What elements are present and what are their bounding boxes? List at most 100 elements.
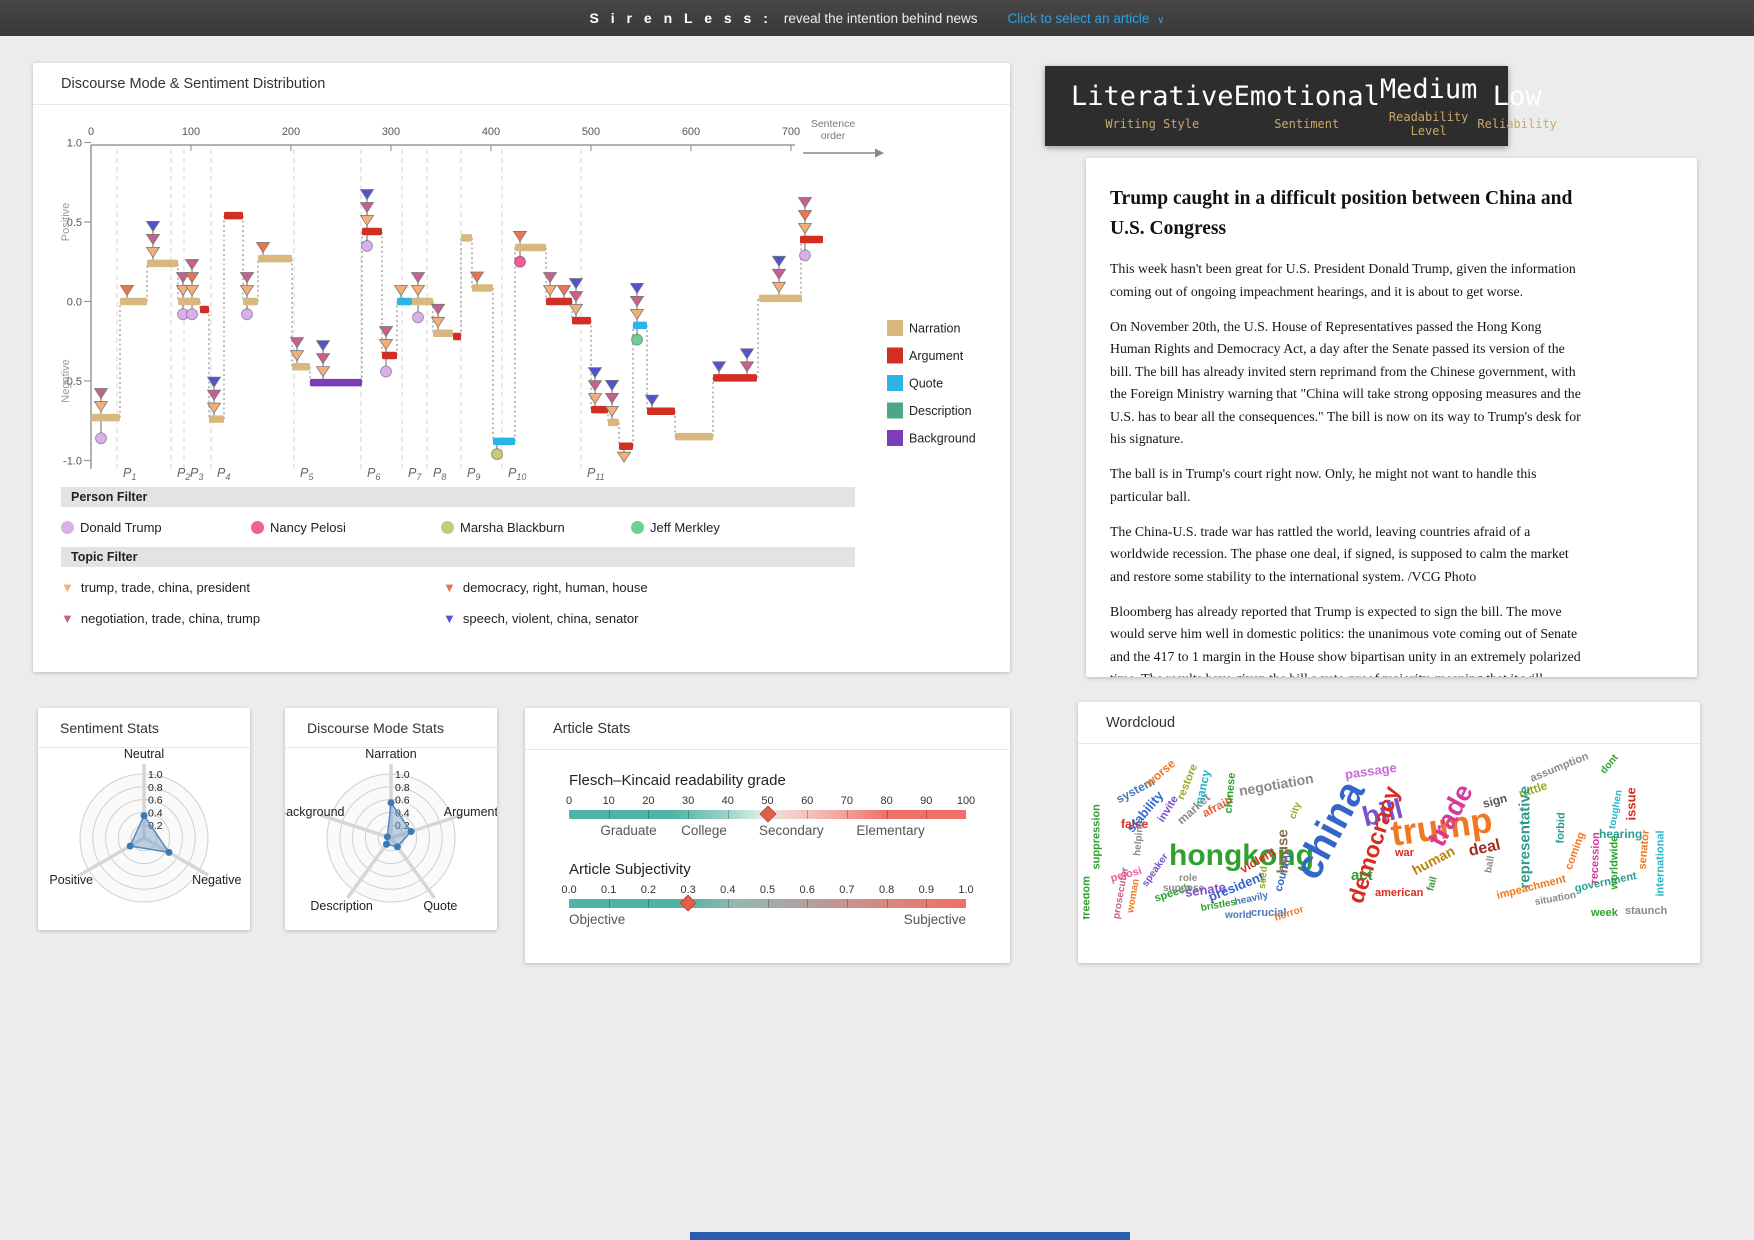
person-filter-jeff-merkley[interactable]: Jeff Merkley [631,520,821,535]
topic-marker-icon-trump[interactable] [797,223,813,235]
topic-marker-icon-negotiation[interactable] [289,337,305,349]
person-marker-pelosi[interactable] [514,255,526,268]
topic-marker-icon-negotiation[interactable] [797,197,813,209]
legend-item-description[interactable]: Description [887,402,972,419]
discourse-segment-narration[interactable] [91,413,120,422]
topic-marker-icon-negotiation[interactable] [315,353,331,365]
topic-marker-icon-trump[interactable] [629,308,645,321]
topic-marker-icon-trump[interactable] [239,285,255,297]
topic-marker-icon-negotiation[interactable] [239,272,255,284]
topic-marker-icon-democracy[interactable] [119,285,135,297]
wordcloud-word[interactable]: staunch [1625,905,1668,917]
wordcloud-word[interactable]: government [1573,870,1638,895]
topic-marker-icon-negotiation[interactable] [145,233,161,246]
topic-marker-icon-negotiation[interactable] [93,388,109,400]
topic-marker-icon-negotiation[interactable] [378,326,394,338]
discourse-segment-narration[interactable] [412,297,433,306]
topic-marker-icon-trump[interactable] [93,401,109,413]
person-filter-nancy-pelosi[interactable]: Nancy Pelosi [251,520,441,535]
wordcloud-word[interactable]: war [1395,847,1414,859]
wordcloud-word[interactable]: negotiation [1237,770,1315,799]
wordcloud-word[interactable]: act [1351,867,1373,884]
discourse-segment-argument[interactable] [382,351,397,360]
person-filter-donald-trump[interactable]: Donald Trump [61,520,251,535]
person-marker-blackburn[interactable] [491,448,503,461]
legend-item-argument[interactable]: Argument [887,347,964,364]
discourse-segment-argument[interactable] [453,332,461,341]
topic-marker-icon-trump[interactable] [175,285,191,297]
topic-marker-icon-speech[interactable] [315,340,331,352]
discourse-segment-narration[interactable] [209,415,224,423]
article-panel[interactable]: Trump caught in a difficult position bet… [1086,158,1697,677]
wordcloud-word[interactable]: assumption [1528,750,1591,785]
topic-marker-icon-trump[interactable] [378,339,394,351]
wordcloud-word[interactable]: heavily [1233,890,1270,908]
wordcloud-word[interactable]: ball [1483,854,1497,874]
wordcloud-word[interactable]: city [1287,800,1304,821]
topic-marker-icon-trump[interactable] [206,402,222,414]
legend-item-background[interactable]: Background [887,430,976,446]
discourse-segment-narration[interactable] [608,418,619,427]
person-marker-trump[interactable] [95,432,107,445]
discourse-segment-quote[interactable] [493,437,515,446]
person-marker-trump[interactable] [361,239,373,252]
topic-marker-icon-trump[interactable] [184,285,200,297]
discourse-segment-argument[interactable] [713,374,757,382]
topic-marker-icon-trump[interactable] [771,281,787,294]
wordcloud-word[interactable]: hongkong [1169,839,1314,872]
topic-marker-icon-trump[interactable] [616,451,632,463]
discourse-segment-narration[interactable] [258,254,292,263]
discourse-segment-argument[interactable] [619,442,633,450]
topic-marker-icon-trump[interactable] [430,316,446,329]
topic-marker-icon-trump[interactable] [587,393,603,405]
discourse-segment-narration[interactable] [292,362,310,371]
topic-marker-icon-negotiation[interactable] [542,272,558,284]
wordcloud-word[interactable]: worldwide [1608,835,1621,890]
legend-item-narration[interactable]: Narration [887,320,960,336]
discourse-segment-narration[interactable] [120,297,147,306]
discourse-segment-narration[interactable] [461,234,472,242]
topic-marker-icon-negotiation[interactable] [739,361,755,373]
wordcloud-word[interactable]: senator [1636,829,1652,870]
wordcloud-word[interactable]: worse [1142,756,1179,790]
topic-marker-icon-democracy[interactable] [255,242,271,254]
wordcloud-word[interactable]: issue [1623,787,1639,821]
wordcloud-word[interactable]: suppose [1163,883,1205,894]
topic-marker-icon-speech[interactable] [145,220,161,233]
topic-marker-icon-negotiation[interactable] [604,392,620,405]
legend-item-quote[interactable]: Quote [887,375,943,391]
topic-marker-icon-democracy[interactable] [184,272,200,284]
discourse-segment-narration[interactable] [243,297,258,306]
topic-filter-negotiation[interactable]: ▼ negotiation, trade, china, trump [61,611,261,626]
topic-filter-trump[interactable]: ▼ trump, trade, china, president [61,580,250,595]
discourse-segment-argument[interactable] [224,211,243,220]
discourse-segment-background[interactable] [310,378,362,387]
topic-marker-icon-speech[interactable] [604,379,620,392]
topic-marker-icon-trump[interactable] [145,246,161,259]
person-marker-trump[interactable] [412,311,424,324]
topic-marker-icon-negotiation[interactable] [430,303,446,316]
wordcloud-word[interactable]: hearing [1599,827,1643,841]
topic-marker-icon-speech[interactable] [206,376,222,388]
topic-filter-speech[interactable]: ▼ speech, violent, china, senator [443,611,639,626]
topic-marker-icon-speech[interactable] [771,255,787,268]
person-marker-trump[interactable] [186,308,198,321]
topic-marker-icon-trump[interactable] [604,405,620,418]
topic-marker-icon-negotiation[interactable] [410,272,426,284]
wordcloud-word[interactable]: false [1121,817,1149,831]
topic-marker-icon-negotiation[interactable] [771,268,787,281]
discourse-segment-quote[interactable] [633,321,647,330]
topic-marker-icon-negotiation[interactable] [629,295,645,308]
discourse-segment-argument[interactable] [800,235,823,244]
discourse-segment-argument[interactable] [200,305,209,314]
topic-marker-icon-democracy[interactable] [469,271,485,283]
wordcloud-word[interactable]: forbid [1554,812,1568,844]
wordcloud-word[interactable]: week [1591,907,1618,919]
discourse-segment-argument[interactable] [591,405,608,414]
discourse-sentiment-chart[interactable]: 0 100 200 300 400 500 600 700 1.0 0.5 0.0 -0.5 -1.0 P… [33,105,1010,483]
wordcloud-word[interactable]: sign [1481,790,1509,811]
topic-marker-icon-speech[interactable] [629,282,645,295]
topic-marker-icon-speech[interactable] [711,361,727,373]
topic-marker-icon-trump[interactable] [542,285,558,297]
topic-marker-icon-democracy[interactable] [512,231,528,243]
